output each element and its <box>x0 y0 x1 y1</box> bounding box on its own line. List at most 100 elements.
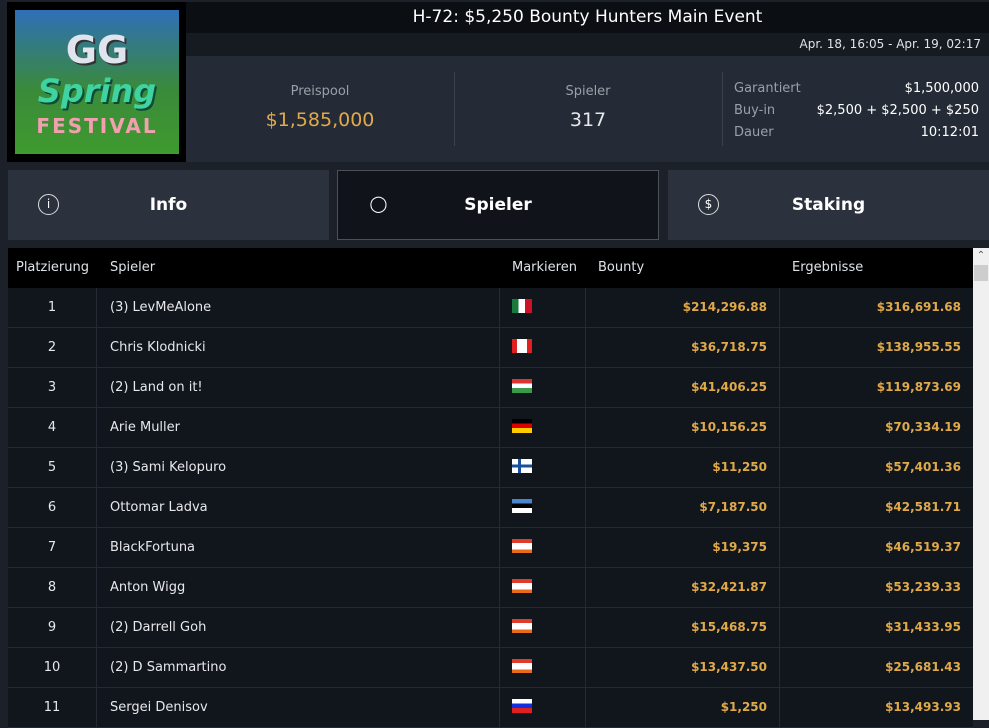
bounty: $7,187.50 <box>586 488 780 527</box>
place: 9 <box>8 608 97 647</box>
event-dates: Apr. 18, 16:05 - Apr. 19, 02:17 <box>186 33 989 56</box>
flag-at-icon <box>512 578 532 593</box>
player-name[interactable]: (2) Darrell Goh <box>97 608 500 647</box>
player-name[interactable]: (2) D Sammartino <box>97 648 500 687</box>
table-row[interactable]: 5 (3) Sami Kelopuro $11,250 $57,401.36 <box>8 448 973 488</box>
flag-cell <box>500 688 586 727</box>
scrollbar[interactable]: ⌃ <box>973 248 989 720</box>
duration-value: 10:12:01 <box>920 125 979 140</box>
players-value: 317 <box>569 109 607 131</box>
player-name[interactable]: (3) Sami Kelopuro <box>97 448 500 487</box>
bounty: $10,156.25 <box>586 408 780 447</box>
flag-cell <box>500 408 586 447</box>
result: $138,955.55 <box>876 340 961 354</box>
table-header: Platzierung Spieler Markieren Bounty Erg… <box>8 248 973 288</box>
table-row[interactable]: 10 (2) D Sammartino $13,437.50 $25,681.4… <box>8 648 973 688</box>
bounty: $41,406.25 <box>586 368 780 407</box>
player-name[interactable]: Chris Klodnicki <box>97 328 500 367</box>
flag-cell <box>500 568 586 607</box>
flag-hu-icon <box>512 378 532 393</box>
bounty: $1,250 <box>586 688 780 727</box>
place: 4 <box>8 408 97 447</box>
flag-de-icon <box>512 418 532 433</box>
players-stat: Spieler 317 <box>455 56 721 162</box>
bounty: $13,437.50 <box>586 648 780 687</box>
col-place[interactable]: Platzierung <box>15 260 90 275</box>
col-player[interactable]: Spieler <box>110 260 156 275</box>
bounty: $11,250 <box>586 448 780 487</box>
details-list: Garantiert $1,500,000 Buy-in $2,500 + $2,5… <box>734 78 979 144</box>
flag-ca-icon <box>512 338 532 353</box>
prizepool-stat: Preispool $1,585,000 <box>186 56 454 162</box>
result: $70,334.19 <box>885 420 961 434</box>
player-name[interactable]: Ottomar Ladva <box>97 488 500 527</box>
player-name[interactable]: Arie Muller <box>97 408 500 447</box>
guaranteed-value: $1,500,000 <box>904 81 979 96</box>
flag-cell <box>500 328 586 367</box>
result: $13,493.93 <box>885 700 961 714</box>
player-name[interactable]: (2) Land on it! <box>97 368 500 407</box>
tab-staking[interactable]: $ Staking <box>668 170 989 240</box>
place: 1 <box>8 288 97 327</box>
tab-label: Staking <box>791 195 866 215</box>
col-results[interactable]: Ergebnisse <box>792 260 864 275</box>
place: 3 <box>8 368 97 407</box>
result: $316,691.68 <box>876 300 961 314</box>
bounty: $15,468.75 <box>586 608 780 647</box>
place: 5 <box>8 448 97 487</box>
event-title: H-72: $5,250 Bounty Hunters Main Event <box>186 2 989 33</box>
tab-label: Info <box>149 195 188 215</box>
player-name[interactable]: (3) LevMeAlone <box>97 288 500 327</box>
result: $46,519.37 <box>885 540 961 554</box>
scroll-up-icon[interactable]: ⌃ <box>976 250 986 261</box>
result: $42,581.71 <box>885 500 961 514</box>
flag-cell <box>500 608 586 647</box>
flag-ru-icon <box>512 698 532 713</box>
tab-info[interactable]: i Info <box>8 170 329 240</box>
table-row[interactable]: 1 (3) LevMeAlone $214,296.88 $316,691.68 <box>8 288 973 328</box>
tab-spieler[interactable]: ◯ Spieler <box>337 170 659 240</box>
result: $119,873.69 <box>876 380 961 394</box>
divider <box>454 72 455 146</box>
player-name[interactable]: BlackFortuna <box>97 528 500 567</box>
table-row[interactable]: 11 Sergei Denisov $1,250 $13,493.93 <box>8 688 973 728</box>
table-row[interactable]: 2 Chris Klodnicki $36,718.75 $138,955.55 <box>8 328 973 368</box>
table-row[interactable]: 4 Arie Muller $10,156.25 $70,334.19 <box>8 408 973 448</box>
table-row[interactable]: 3 (2) Land on it! $41,406.25 $119,873.69 <box>8 368 973 408</box>
result: $25,681.43 <box>885 660 961 674</box>
prizepool-value: $1,585,000 <box>265 109 375 131</box>
flag-cell <box>500 488 586 527</box>
tab-label: Spieler <box>464 195 532 215</box>
flag-at-icon <box>512 658 532 673</box>
table-row[interactable]: 9 (2) Darrell Goh $15,468.75 $31,433.95 <box>8 608 973 648</box>
flag-ee-icon <box>512 498 532 513</box>
flag-cell <box>500 288 586 327</box>
player-name[interactable]: Sergei Denisov <box>97 688 500 727</box>
info-icon: i <box>38 194 59 215</box>
user-icon: ◯ <box>369 194 388 213</box>
buyin-label: Buy-in <box>734 103 776 118</box>
players-label: Spieler <box>565 84 611 99</box>
col-flag[interactable]: Markieren <box>512 260 577 275</box>
col-bounty[interactable]: Bounty <box>598 260 645 275</box>
event-logo: GG Spring FESTIVAL <box>7 2 187 162</box>
guaranteed-label: Garantiert <box>734 81 801 96</box>
stats-panel: Preispool $1,585,000 Spieler 317 Garanti… <box>186 56 989 162</box>
dollar-circle-icon: $ <box>698 194 719 215</box>
flag-cell <box>500 448 586 487</box>
table-row[interactable]: 8 Anton Wigg $32,421.87 $53,239.33 <box>8 568 973 608</box>
flag-mx-icon <box>512 298 532 313</box>
table-row[interactable]: 7 BlackFortuna $19,375 $46,519.37 <box>8 528 973 568</box>
place: 7 <box>8 528 97 567</box>
results-table: Platzierung Spieler Markieren Bounty Erg… <box>8 248 973 728</box>
scroll-thumb[interactable] <box>974 265 988 281</box>
place: 10 <box>8 648 97 687</box>
place: 6 <box>8 488 97 527</box>
player-name[interactable]: Anton Wigg <box>97 568 500 607</box>
flag-cell <box>500 528 586 567</box>
prizepool-label: Preispool <box>290 84 350 99</box>
table-row[interactable]: 6 Ottomar Ladva $7,187.50 $42,581.71 <box>8 488 973 528</box>
bounty: $32,421.87 <box>586 568 780 607</box>
bounty: $214,296.88 <box>586 288 780 327</box>
flag-cell <box>500 368 586 407</box>
